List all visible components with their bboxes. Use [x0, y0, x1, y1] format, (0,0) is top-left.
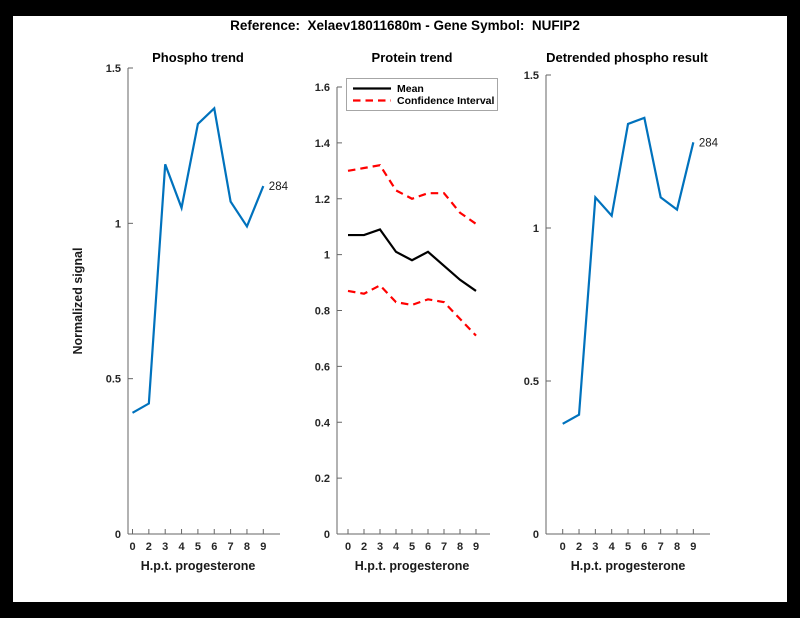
figure-canvas	[13, 16, 787, 602]
y-tick-label: 0.6	[315, 361, 330, 373]
series-line-phospho-signal	[131, 106, 265, 414]
x-tick-label: 3	[162, 541, 168, 553]
plot-area: 00.20.40.60.811.21.41.60 2 3 4 5 6 7 8 9	[315, 82, 490, 553]
y-axis-label: Normalized signal	[71, 248, 85, 355]
y-tick-label: 0.2	[315, 473, 330, 485]
y-tick-label: 1.5	[106, 63, 121, 75]
x-tick-label: 5	[195, 541, 201, 553]
x-tick-label: 9	[473, 541, 479, 553]
x-tick-label: 2	[576, 541, 582, 553]
x-tick-label: 7	[228, 541, 234, 553]
x-tick-label: 3	[592, 541, 598, 553]
point-annotation: 284	[699, 137, 719, 149]
y-tick-label: 0	[324, 529, 330, 541]
x-tick-label: 5	[625, 541, 631, 553]
x-tick-label: 3	[377, 541, 383, 553]
y-tick-label: 0.8	[315, 306, 330, 318]
plot-area: 00.511.50 2 3 4 5 6 7 8 9	[106, 63, 280, 553]
legend: Mean Confidence Interval	[346, 78, 498, 111]
y-tick-label: 0	[533, 529, 539, 541]
x-tick-label: 8	[457, 541, 463, 553]
point-annotation: 284	[269, 181, 289, 193]
plot-area: 00.511.50 2 3 4 5 6 7 8 9	[524, 70, 710, 553]
y-tick-label: 0.5	[106, 374, 121, 386]
y-tick-label: 0.4	[315, 417, 331, 429]
x-tick-label: 9	[260, 541, 266, 553]
y-tick-label: 0.5	[524, 376, 539, 388]
subplot-protein-trend: Protein trend H.p.t. progesterone 0 0.2 0.…	[315, 50, 498, 573]
x-tick-label: 2	[146, 541, 152, 553]
x-tick-label: 8	[674, 541, 680, 553]
x-tick-label: 2	[361, 541, 367, 553]
series-line-detrended-phospho-signal	[562, 116, 695, 425]
x-tick-label: 6	[425, 541, 431, 553]
x-tick-label: 0	[560, 541, 566, 553]
x-tick-label: 0	[129, 541, 135, 553]
subplot-title: Detrended phospho result	[546, 50, 708, 65]
y-tick-label: 1.6	[315, 82, 330, 94]
figure-title: Reference: Xelaev18011680m - Gene Symbol…	[230, 18, 580, 33]
x-tick-label: 7	[658, 541, 664, 553]
y-tick-label: 1	[324, 250, 330, 262]
subplot-phospho-trend: Phospho trend H.p.t. progesterone Normal…	[71, 50, 289, 573]
x-tick-label: 0	[345, 541, 351, 553]
subplot-title: Phospho trend	[152, 50, 244, 65]
x-axis-label: H.p.t. progesterone	[571, 559, 686, 573]
y-tick-label: 0	[115, 529, 121, 541]
y-tick-label: 1	[115, 218, 121, 230]
x-axis-label: H.p.t. progesterone	[141, 559, 256, 573]
series-line-confidence-interval	[347, 164, 477, 225]
series-line-confidence-interval	[347, 283, 477, 337]
x-tick-label: 9	[690, 541, 696, 553]
x-axis-label: H.p.t. progesterone	[355, 559, 470, 573]
series-line-mean	[348, 228, 477, 292]
x-tick-label: 6	[211, 541, 217, 553]
x-tick-label: 8	[244, 541, 250, 553]
legend-box	[346, 78, 498, 111]
x-tick-label: 7	[441, 541, 447, 553]
y-tick-label: 1.4	[315, 138, 331, 150]
x-tick-label: 4	[609, 541, 616, 553]
x-tick-label: 4	[393, 541, 400, 553]
legend-label-mean: Mean	[397, 83, 424, 95]
y-tick-label: 1	[533, 223, 539, 235]
subplot-detrended-phospho-result: Detrended phospho result H.p.t. progeste…	[524, 50, 719, 573]
x-tick-label: 5	[409, 541, 415, 553]
x-tick-label: 6	[641, 541, 647, 553]
x-tick-label: 4	[178, 541, 185, 553]
y-tick-label: 1.5	[524, 70, 539, 82]
y-tick-label: 1.2	[315, 194, 330, 206]
subplot-title: Protein trend	[372, 50, 453, 65]
legend-label-confidence-interval: Confidence Interval	[397, 95, 495, 107]
